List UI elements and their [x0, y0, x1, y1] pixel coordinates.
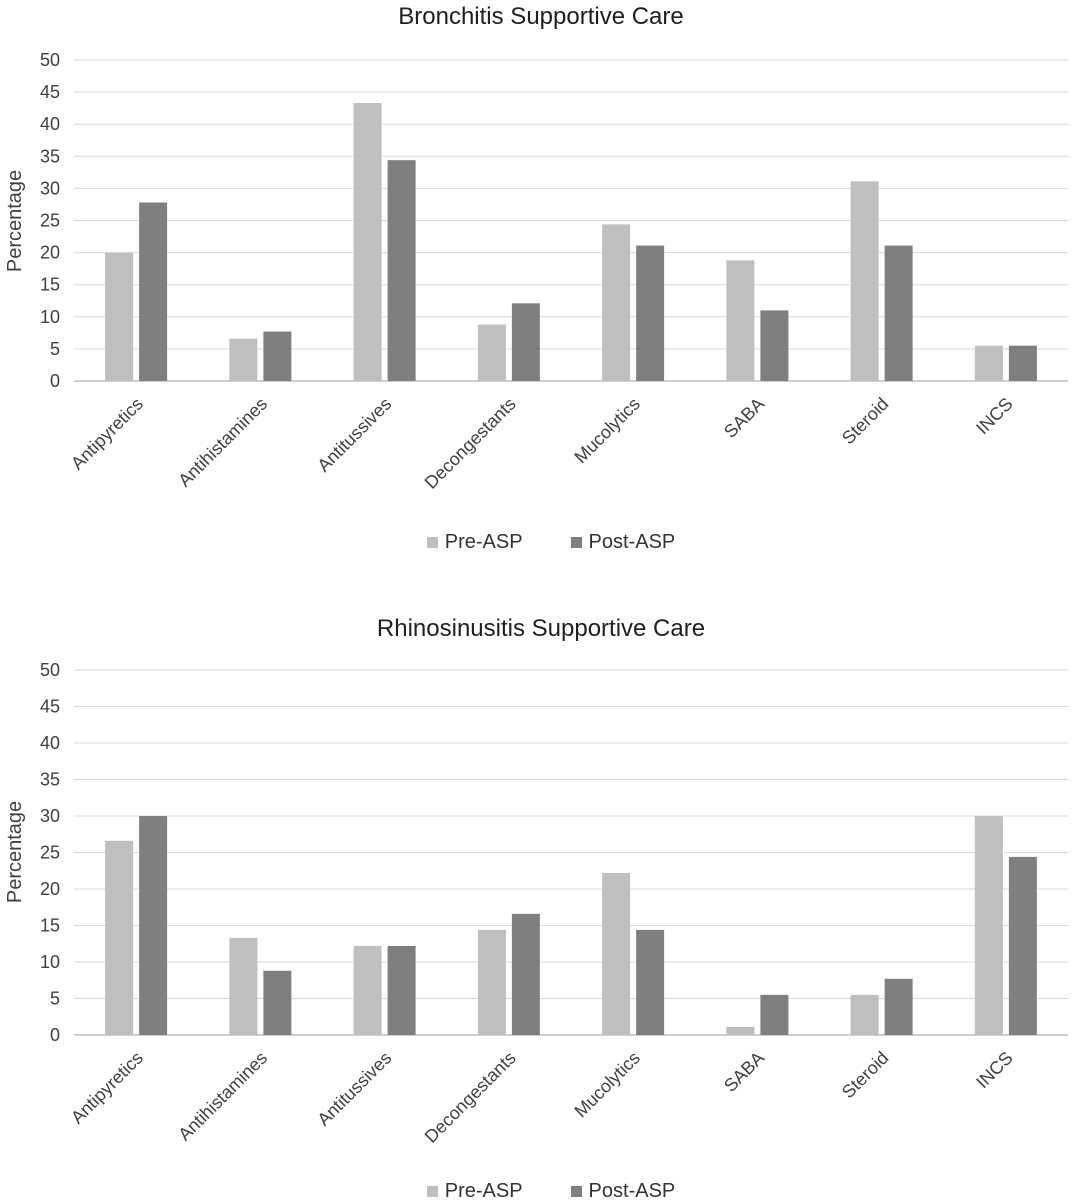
y-tick-label: 5: [50, 989, 60, 1009]
x-tick-label: Mucolytics: [570, 394, 644, 468]
bar-post-asp: [760, 994, 789, 1035]
x-tick-label: Antitussives: [313, 1048, 395, 1130]
bar-post-asp: [636, 929, 665, 1035]
bar-post-asp: [636, 245, 665, 381]
chart-title: Bronchitis Supportive Care: [398, 3, 684, 30]
x-tick-label: Antitussives: [313, 394, 395, 476]
rhinosinusitis-bar-chart: 0 5 10 15 20 25 30 35 40 45 50 Percentage Antipyreti…: [4, 660, 1068, 1147]
bar-pre-asp: [229, 937, 258, 1035]
y-tick-label: 25: [40, 211, 60, 231]
chart-legend: Pre-ASP Post-ASP: [10, 531, 1082, 554]
x-tick-label: Decongestants: [421, 1048, 520, 1147]
bar-post-asp: [263, 331, 292, 381]
y-tick-label: 50: [40, 50, 60, 70]
x-tick-label: Antihistamines: [174, 394, 271, 491]
y-axis-label: Percentage: [4, 170, 26, 272]
bar-pre-asp: [105, 840, 134, 1035]
y-tick-label: 0: [50, 371, 60, 391]
bar-pre-asp: [726, 260, 755, 381]
bar-post-asp: [387, 160, 416, 381]
bronchitis-bar-chart: 0 5 10 15 20 25 30 35 40 45 50 Percentage Antipyreti…: [4, 50, 1068, 493]
rhinosinusitis-chart-panel: Rhinosinusitis Supportive Care 0 5 10 15 20 2…: [0, 600, 1082, 1203]
y-tick-label: 30: [40, 178, 60, 198]
x-tick-label: Antipyretics: [67, 1048, 147, 1128]
y-tick-label: 0: [50, 1025, 60, 1045]
legend-item-post-asp: Post-ASP: [570, 1180, 676, 1203]
bar-pre-asp: [726, 1026, 755, 1035]
legend-swatch-pre-asp: [426, 537, 438, 548]
y-tick-label: 50: [40, 660, 60, 680]
legend-swatch-pre-asp: [426, 1186, 438, 1197]
y-tick-label: 45: [40, 82, 60, 102]
y-tick-label: 15: [40, 275, 60, 295]
legend-swatch-post-asp: [570, 1186, 582, 1197]
bar-pre-asp: [477, 324, 506, 381]
y-tick-label: 35: [40, 146, 60, 166]
bar-post-asp: [1008, 856, 1037, 1035]
y-tick-label: 45: [40, 697, 60, 717]
bar-post-asp: [139, 816, 168, 1035]
legend-item-pre-asp: Pre-ASP: [426, 531, 523, 554]
x-tick-label: Steroid: [838, 1048, 892, 1102]
y-tick-label: 30: [40, 806, 60, 826]
x-tick-label: INCS: [972, 1048, 1017, 1093]
x-tick-label: Mucolytics: [570, 1048, 644, 1122]
y-tick-label: 10: [40, 307, 60, 327]
x-tick-label: Antihistamines: [174, 1048, 271, 1145]
legend-item-post-asp: Post-ASP: [570, 531, 676, 554]
chart-title: Rhinosinusitis Supportive Care: [376, 615, 706, 642]
bar-pre-asp: [353, 945, 382, 1035]
bar-pre-asp: [974, 345, 1003, 381]
x-tick-label: SABA: [720, 1048, 768, 1096]
y-tick-label: 40: [40, 733, 60, 753]
bar-post-asp: [1008, 345, 1037, 381]
y-tick-label: 40: [40, 114, 60, 134]
x-tick-label: Decongestants: [421, 394, 520, 493]
bar-pre-asp: [229, 338, 258, 381]
x-tick-label: INCS: [972, 394, 1017, 439]
bar-pre-asp: [850, 994, 879, 1035]
bronchitis-chart-panel: Bronchitis Supportive Care 0 5 10 15 20 25 30 3…: [0, 0, 1082, 600]
bar-post-asp: [263, 970, 292, 1035]
y-tick-label: 10: [40, 952, 60, 972]
legend-label-post-asp: Post-ASP: [588, 531, 676, 553]
y-tick-label: 35: [40, 770, 60, 790]
bar-pre-asp: [105, 252, 134, 381]
legend-swatch-post-asp: [570, 537, 582, 548]
y-tick-label: 20: [40, 243, 60, 263]
y-tick-label: 25: [40, 843, 60, 863]
bar-post-asp: [884, 245, 913, 381]
bar-pre-asp: [353, 103, 382, 381]
bar-post-asp: [884, 978, 913, 1035]
bar-pre-asp: [850, 181, 879, 381]
bar-post-asp: [139, 202, 168, 381]
chart-legend: Pre-ASP Post-ASP: [10, 1180, 1082, 1203]
y-axis-label: Percentage: [4, 801, 26, 903]
y-tick-label: 5: [50, 339, 60, 359]
y-tick-label: 20: [40, 879, 60, 899]
legend-label-post-asp: Post-ASP: [588, 1180, 676, 1202]
bar-pre-asp: [602, 872, 631, 1035]
x-tick-label: Antipyretics: [67, 394, 147, 474]
bar-post-asp: [511, 913, 540, 1035]
bar-post-asp: [511, 303, 540, 381]
bar-pre-asp: [974, 816, 1003, 1035]
legend-label-pre-asp: Pre-ASP: [444, 1180, 523, 1202]
x-tick-label: Steroid: [838, 394, 892, 448]
y-tick-label: 15: [40, 916, 60, 936]
x-tick-label: SABA: [720, 394, 768, 442]
bar-post-asp: [387, 945, 416, 1035]
legend-item-pre-asp: Pre-ASP: [426, 1180, 523, 1203]
bar-post-asp: [760, 310, 789, 381]
bar-pre-asp: [602, 224, 631, 381]
bar-pre-asp: [477, 929, 506, 1035]
legend-label-pre-asp: Pre-ASP: [444, 531, 523, 553]
